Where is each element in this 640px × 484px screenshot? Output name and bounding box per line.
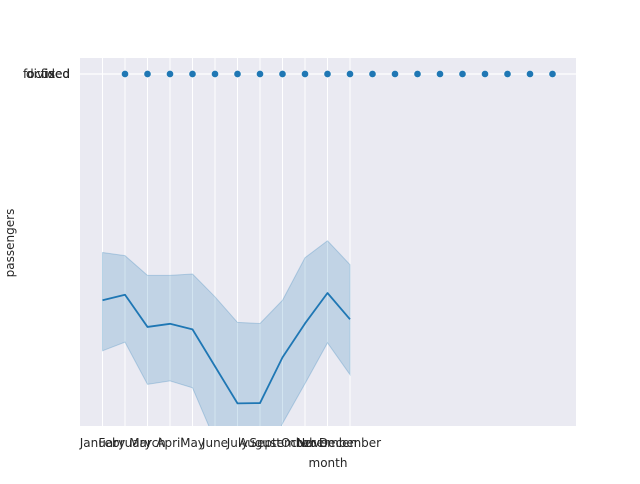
scatter-point <box>233 70 242 78</box>
scatter-point <box>278 70 287 78</box>
y-tick-label: fixed <box>41 67 70 81</box>
scatter-point <box>166 70 174 78</box>
x-tick-label: November <box>296 436 358 450</box>
scatter-point <box>368 70 377 78</box>
x-tick-label: September <box>249 436 315 450</box>
x-tick-labels: JanuaryFebruaryMarchAprilMayJuneJulyAugu… <box>79 436 381 450</box>
point-layer <box>121 70 557 78</box>
scatter-point <box>188 70 197 78</box>
x-tick-label: March <box>129 436 166 450</box>
scatter-point <box>526 70 534 78</box>
scatter-point <box>143 70 152 78</box>
confidence-band <box>102 240 351 426</box>
x-tick-label: August <box>239 436 281 450</box>
x-tick-label: October <box>281 436 329 450</box>
line-layer <box>102 292 351 405</box>
scatter-point <box>548 70 557 78</box>
y-tick-label: focused <box>23 67 70 81</box>
scatter-point <box>503 70 512 78</box>
y-axis-label: passengers <box>3 209 17 278</box>
x-tick-label: January <box>79 436 126 450</box>
scatter-point <box>323 70 332 78</box>
grid-layer <box>80 58 576 426</box>
x-tick-label: July <box>226 436 249 450</box>
mean-line <box>102 292 351 405</box>
x-axis-label: month <box>309 456 348 470</box>
x-tick-label: February <box>98 436 151 450</box>
x-tick-label: December <box>319 436 381 450</box>
scatter-point <box>413 70 422 78</box>
scatter-point <box>121 70 129 78</box>
scatter-point <box>436 70 444 78</box>
ci-band-layer <box>102 240 351 426</box>
scatter-point <box>211 70 219 78</box>
scatter-point <box>346 70 354 78</box>
x-tick-label: June <box>201 436 228 450</box>
scatter-point <box>391 70 399 78</box>
scatter-point <box>301 70 309 78</box>
x-tick-label: May <box>180 436 205 450</box>
scatter-point <box>256 70 264 78</box>
scatter-point <box>458 70 467 78</box>
y-tick-label: divided <box>26 67 70 81</box>
scatter-point <box>481 70 489 78</box>
x-tick-label: April <box>156 436 183 450</box>
